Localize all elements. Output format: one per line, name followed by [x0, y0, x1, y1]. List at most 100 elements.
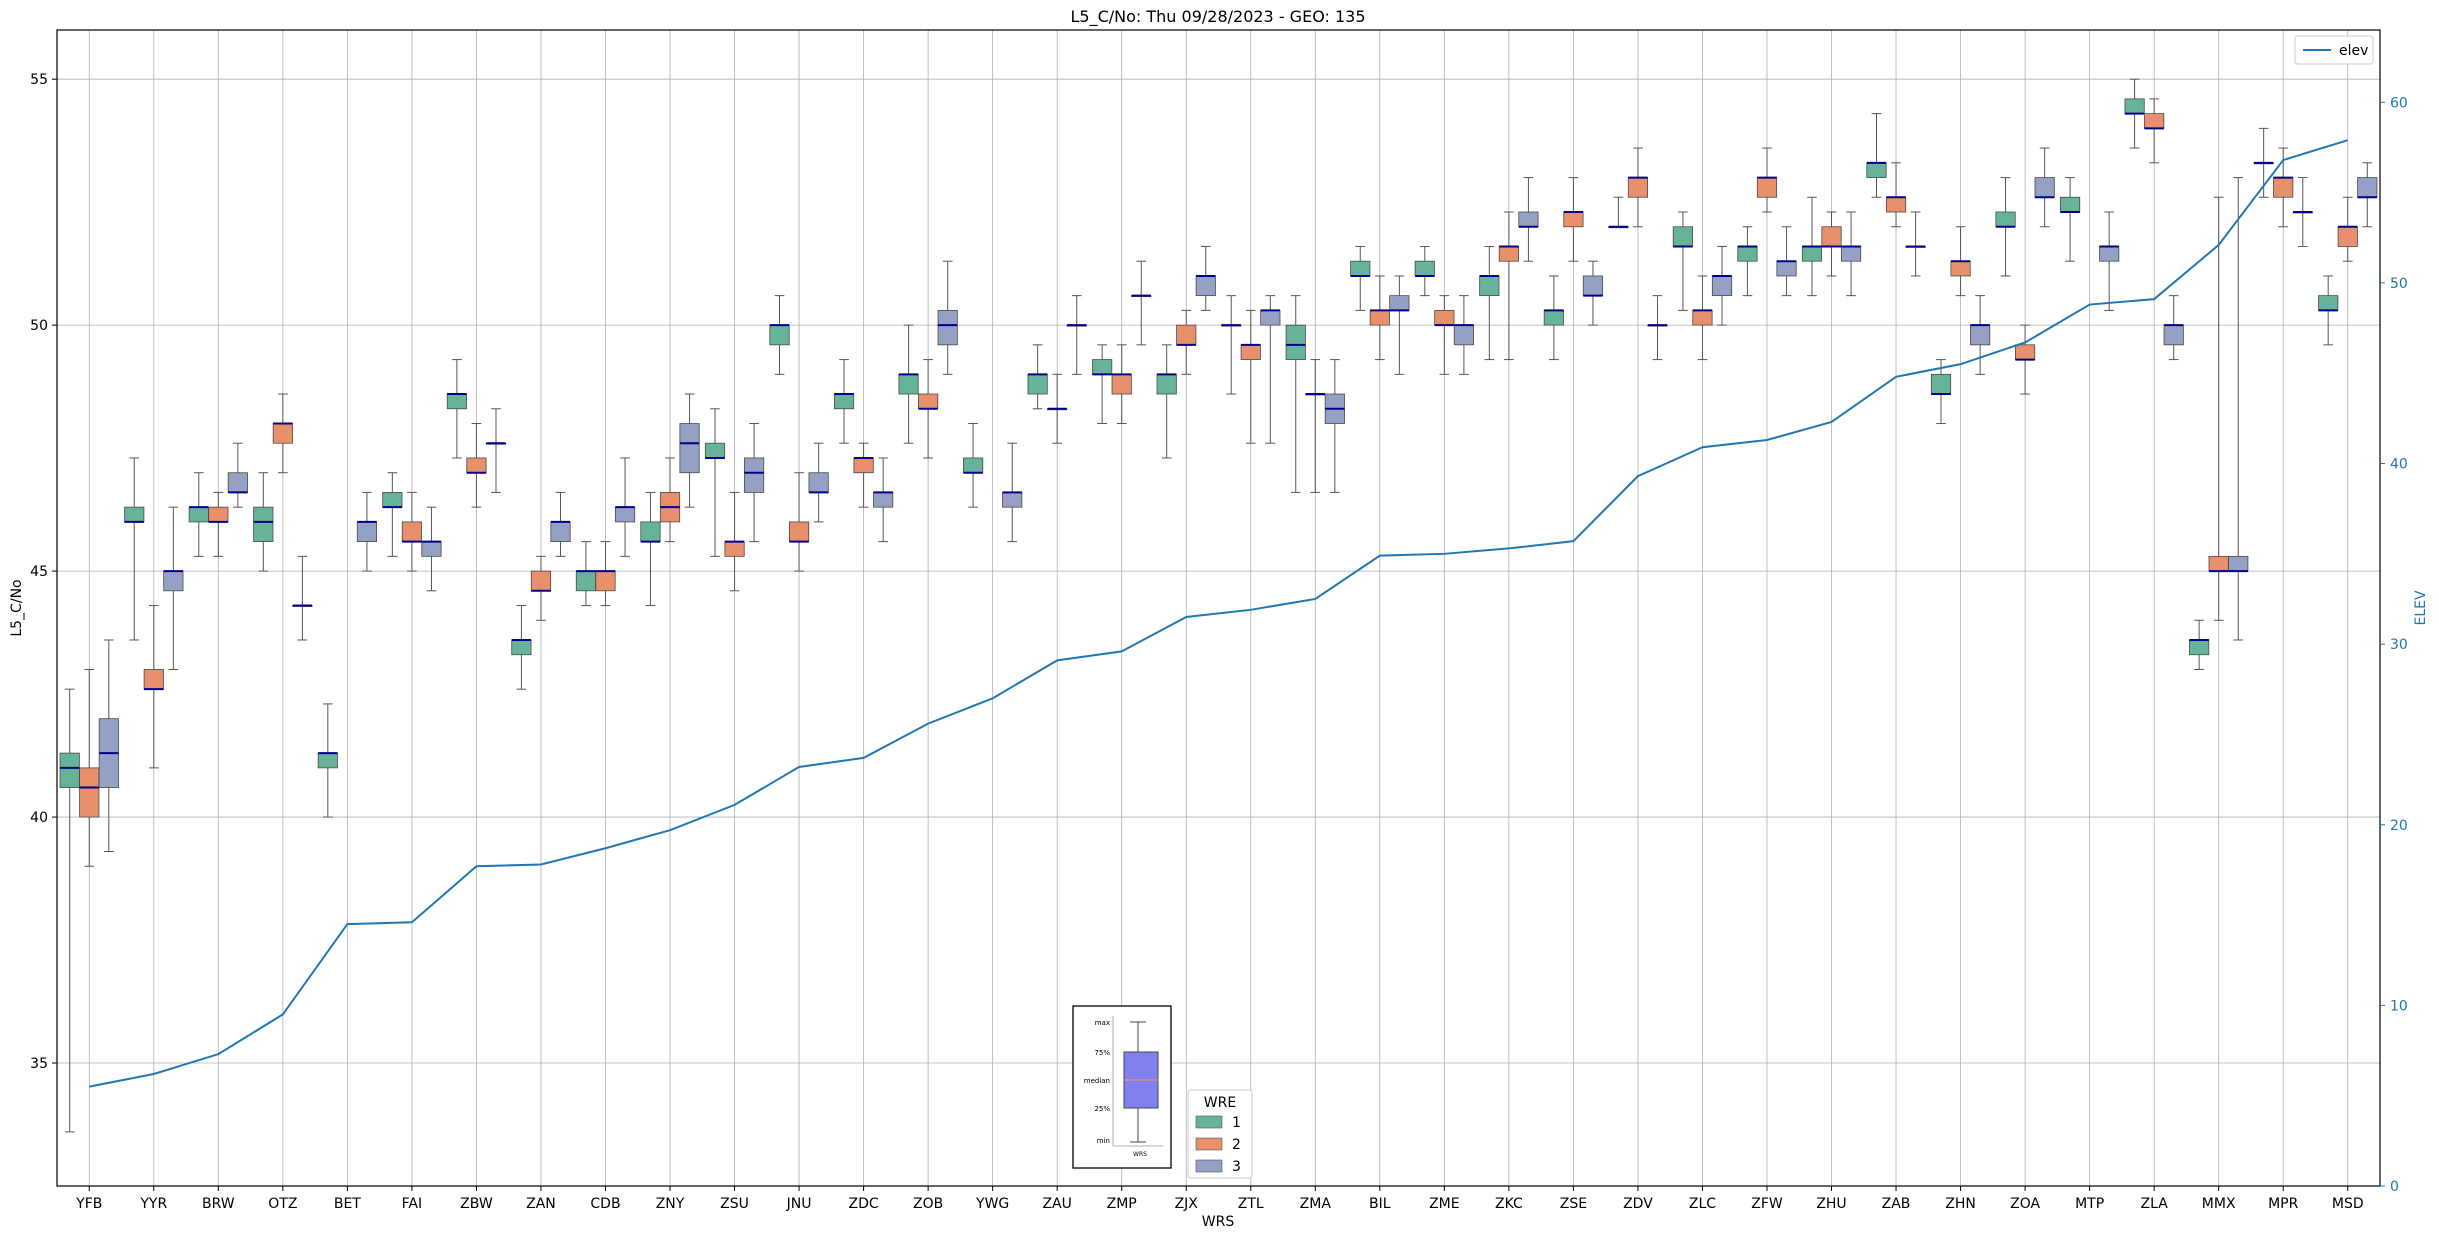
box-body [937, 309, 958, 346]
box-2-otz [272, 393, 293, 474]
box-3-cdb [614, 457, 636, 557]
box-body [2337, 226, 2358, 247]
box-body [1518, 211, 1539, 228]
box-2-ztl [1240, 309, 1261, 444]
x-tick-label: ZSU [720, 1196, 749, 1212]
x-tick-label: ZNY [656, 1196, 685, 1212]
box-3-zan [550, 491, 571, 557]
box-3-fai [421, 506, 442, 592]
box-body [1737, 246, 1758, 262]
box-1-zbw [446, 359, 467, 459]
box-3-bil [1389, 275, 1410, 375]
box-body [1350, 260, 1371, 277]
x-tick-label: ZMP [1107, 1196, 1137, 1212]
box-3-zma [1324, 359, 1345, 493]
y2-tick-label: 60 [2390, 95, 2408, 111]
plot-frame [56, 29, 2381, 1187]
box-2-zob [918, 359, 939, 459]
y2-tick-label: 40 [2390, 457, 2408, 473]
box-3-ywg [1002, 442, 1023, 543]
box-body [744, 457, 765, 493]
box-2-zme [1434, 295, 1455, 375]
box-key-inset: max 75% median 25% min WRS [1072, 1005, 1172, 1169]
box-body [1285, 324, 1306, 360]
y-tick-label: 50 [30, 318, 48, 334]
box-body [2099, 246, 2120, 262]
box-3-zny [679, 393, 700, 508]
y-axis-label: L5_C/No [9, 579, 25, 636]
box-3-zjx [1195, 245, 1216, 311]
box-1-zsu [704, 408, 726, 557]
box-1-fai [382, 472, 403, 557]
x-tick-label: BET [334, 1196, 361, 1212]
box-3-yyr [163, 506, 184, 670]
box-1-bet [317, 703, 338, 818]
y2-tick-label: 30 [2390, 637, 2408, 653]
box-2-yfb [79, 668, 100, 867]
y-tick-label: 35 [30, 1056, 48, 1072]
x-tick-label: YFB [75, 1196, 102, 1212]
box-1-zjx [1156, 344, 1177, 459]
box-body [1369, 309, 1390, 326]
y2-tick-label: 50 [2390, 276, 2408, 292]
wre-legend-swatch-1 [1195, 1115, 1223, 1129]
box-1-zhu [1801, 196, 1823, 297]
box-3-brw [227, 442, 248, 508]
line-legend: elev [2294, 35, 2374, 65]
y-tick-label: 40 [30, 810, 48, 826]
box-body [2059, 196, 2081, 213]
box-body [2357, 177, 2378, 198]
box-body [511, 639, 532, 656]
box-body [853, 457, 874, 474]
box-2-zbw [466, 423, 487, 508]
box-2-msd [2337, 196, 2358, 262]
box-2-cdb [595, 541, 616, 607]
box-1-zan [511, 605, 532, 690]
box-body [2015, 344, 2036, 360]
wre-legend-swatch-2 [1195, 1137, 1223, 1151]
box-body [1498, 246, 1519, 262]
x-tick-label: ZSE [1560, 1196, 1587, 1212]
box-body [833, 393, 855, 410]
x-tick-label: ZFW [1751, 1196, 1783, 1212]
box-body [1995, 211, 2016, 228]
box-2-zmp [1111, 344, 1132, 425]
y-tick-label: 55 [30, 72, 48, 88]
box-3-zab [1905, 211, 1926, 277]
box-1-bil [1350, 245, 1371, 311]
box-body [1582, 275, 1604, 297]
line-legend-frame [2294, 35, 2374, 65]
x-tick-label: BIL [1369, 1196, 1391, 1212]
box-body [1260, 309, 1281, 326]
box-body [1092, 359, 1113, 375]
box-1-ywg [963, 423, 984, 508]
box-1-zdv [1608, 196, 1629, 229]
box-1-ztl [1221, 295, 1242, 395]
box-body [2124, 98, 2145, 115]
box-2-zdc [853, 442, 874, 508]
x-tick-label: ZHU [1816, 1196, 1846, 1212]
x-tick-label: YYR [139, 1196, 167, 1212]
box-1-zlc [1672, 211, 1693, 311]
box-2-zny [659, 457, 681, 543]
x-tick-label: ZJX [1175, 1196, 1199, 1212]
box-body [530, 570, 552, 592]
key-inset-label-q3: 75% [1094, 1049, 1110, 1057]
box-body [1930, 373, 1952, 395]
box-3-bet [356, 491, 378, 572]
elev-line [89, 139, 2349, 1088]
x-tick-label: ZOB [913, 1196, 943, 1212]
box-3-zob [937, 260, 958, 375]
box-1-zoa [1995, 177, 2016, 277]
box-2-zau [1047, 373, 1068, 444]
box-body [1195, 275, 1216, 297]
wre-legend-swatch-3 [1195, 1159, 1223, 1173]
box-2-zab [1885, 162, 1907, 228]
box-1-zla [2124, 78, 2145, 149]
box-2-zhu [1821, 211, 1842, 277]
y2-tick-label: 0 [2390, 1179, 2399, 1195]
box-3-ztl [1260, 295, 1281, 444]
x-tick-label: MTP [2075, 1196, 2104, 1212]
box-body [124, 506, 145, 523]
